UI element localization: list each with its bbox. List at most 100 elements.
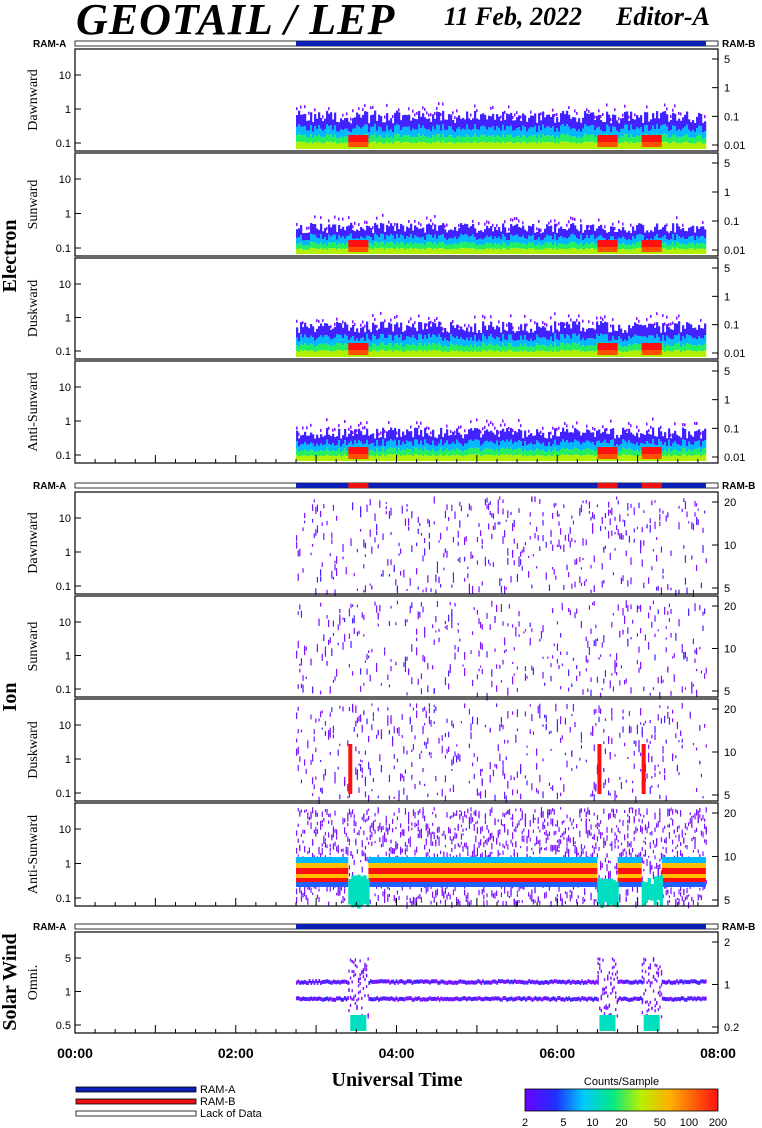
spectrogram-cell <box>433 704 435 708</box>
spectrogram-cell <box>644 125 647 135</box>
spectrogram-cell <box>464 330 467 340</box>
spectrogram-cell <box>574 117 577 129</box>
spectrogram-cell <box>502 770 504 776</box>
spectrogram-cell <box>466 337 469 346</box>
spectrogram-cell <box>544 142 547 149</box>
spectrogram-cell <box>538 228 541 238</box>
spectrogram-cell <box>582 337 585 346</box>
spectrogram-cell <box>624 244 627 250</box>
spectrogram-cell <box>596 127 599 136</box>
spectrogram-cell <box>299 756 301 762</box>
spectrogram-cell <box>572 703 575 712</box>
spectrogram-cell <box>486 242 489 249</box>
spectrogram-cell <box>618 445 621 452</box>
spectrogram-cell <box>482 321 485 334</box>
spectrogram-cell <box>404 135 407 143</box>
spectrogram-cell <box>648 752 650 757</box>
spectrogram-cell <box>426 142 429 149</box>
spectrogram-cell <box>626 232 629 240</box>
spectrogram-cell <box>474 133 477 142</box>
spectrogram-cell <box>454 236 457 244</box>
spectrogram-cell <box>470 350 473 357</box>
spectrogram-cell <box>480 437 483 446</box>
spectrogram-cell <box>410 327 413 338</box>
spectrogram-cell <box>614 115 617 127</box>
spectrogram-cell <box>390 323 393 336</box>
spectrogram-cell <box>352 709 354 713</box>
spectrogram-cell <box>452 119 455 131</box>
spectrogram-cell <box>664 332 667 341</box>
spectrogram-cell <box>486 351 489 357</box>
spectrogram-cell <box>683 545 685 549</box>
spectrogram-cell <box>502 247 505 254</box>
spectrogram-cell <box>584 249 587 254</box>
spectrogram-cell <box>624 141 627 149</box>
spectrogram-cell <box>378 338 381 346</box>
spectrogram-cell <box>372 105 374 109</box>
spectrogram-cell <box>634 444 637 452</box>
spectrogram-cell <box>400 130 403 138</box>
spectrogram-cell <box>500 423 502 427</box>
spectrogram-cell <box>434 224 437 235</box>
spectrogram-cell <box>426 129 429 137</box>
spectrogram-cell <box>424 142 427 149</box>
spectrogram-cell <box>480 665 482 668</box>
spectrogram-cell <box>462 451 465 457</box>
spectrogram-cell <box>696 516 698 525</box>
spectrogram-cell <box>313 729 315 735</box>
spectrogram-cell <box>377 795 379 799</box>
spectrogram-cell <box>612 226 615 237</box>
spectrogram-cell <box>550 431 552 435</box>
spectrogram-cell <box>532 142 535 149</box>
spectrogram-cell <box>588 345 591 352</box>
spectrogram-cell <box>396 431 398 435</box>
spectrogram-cell <box>298 110 301 125</box>
spectrogram-cell <box>394 427 397 440</box>
spectrogram-cell <box>641 142 662 147</box>
spectrogram-cell <box>468 236 471 244</box>
spectrogram-cell <box>620 444 623 451</box>
spectrogram-cell <box>526 340 529 347</box>
spectrogram-cell <box>692 120 695 131</box>
spectrogram-cell <box>628 137 631 144</box>
spectrogram-cell <box>418 124 421 134</box>
spectrogram-cell <box>416 568 418 575</box>
spectrogram-cell <box>550 446 553 452</box>
spectrogram-cell <box>674 323 677 336</box>
spectrogram-cell <box>680 143 683 149</box>
spectrogram-cell <box>532 554 535 557</box>
spectrogram-cell <box>486 129 489 138</box>
spectrogram-cell <box>369 529 371 537</box>
spectrogram-cell <box>430 456 433 461</box>
spectrogram-cell <box>522 113 525 126</box>
spectrogram-cell <box>424 427 427 440</box>
spectrogram-cell <box>408 126 411 136</box>
spectrogram-cell <box>550 344 553 351</box>
spectrogram-cell <box>318 344 321 351</box>
spectrogram-cell <box>596 237 599 244</box>
spectrogram-cell <box>458 449 461 456</box>
spectrogram-cell <box>688 455 691 461</box>
spectrogram-cell <box>450 434 453 445</box>
spectrogram-cell <box>382 234 385 242</box>
spectrogram-cell <box>440 532 442 540</box>
spectrogram-cell <box>411 545 413 553</box>
spectrogram-cell <box>690 350 693 357</box>
spectrogram-cell <box>508 249 511 254</box>
spectrogram-cell <box>696 248 699 254</box>
spectrogram-cell <box>690 444 693 451</box>
spectrogram-cell <box>542 326 545 337</box>
spectrogram-cell <box>394 335 397 344</box>
spectrogram-cell <box>552 512 554 519</box>
spectrogram-cell <box>534 532 536 539</box>
spectrogram-cell <box>466 450 469 456</box>
spectrogram-cell <box>584 238 587 245</box>
spectrogram-cell <box>628 336 631 345</box>
spectrogram-cell <box>584 432 587 443</box>
spectrogram-cell <box>408 431 411 442</box>
spectrogram-cell <box>594 130 597 138</box>
spectrogram-cell <box>574 242 577 249</box>
spectrogram-cell <box>604 315 606 319</box>
spectrogram-cell <box>690 138 693 144</box>
spectrogram-cell <box>516 449 519 456</box>
